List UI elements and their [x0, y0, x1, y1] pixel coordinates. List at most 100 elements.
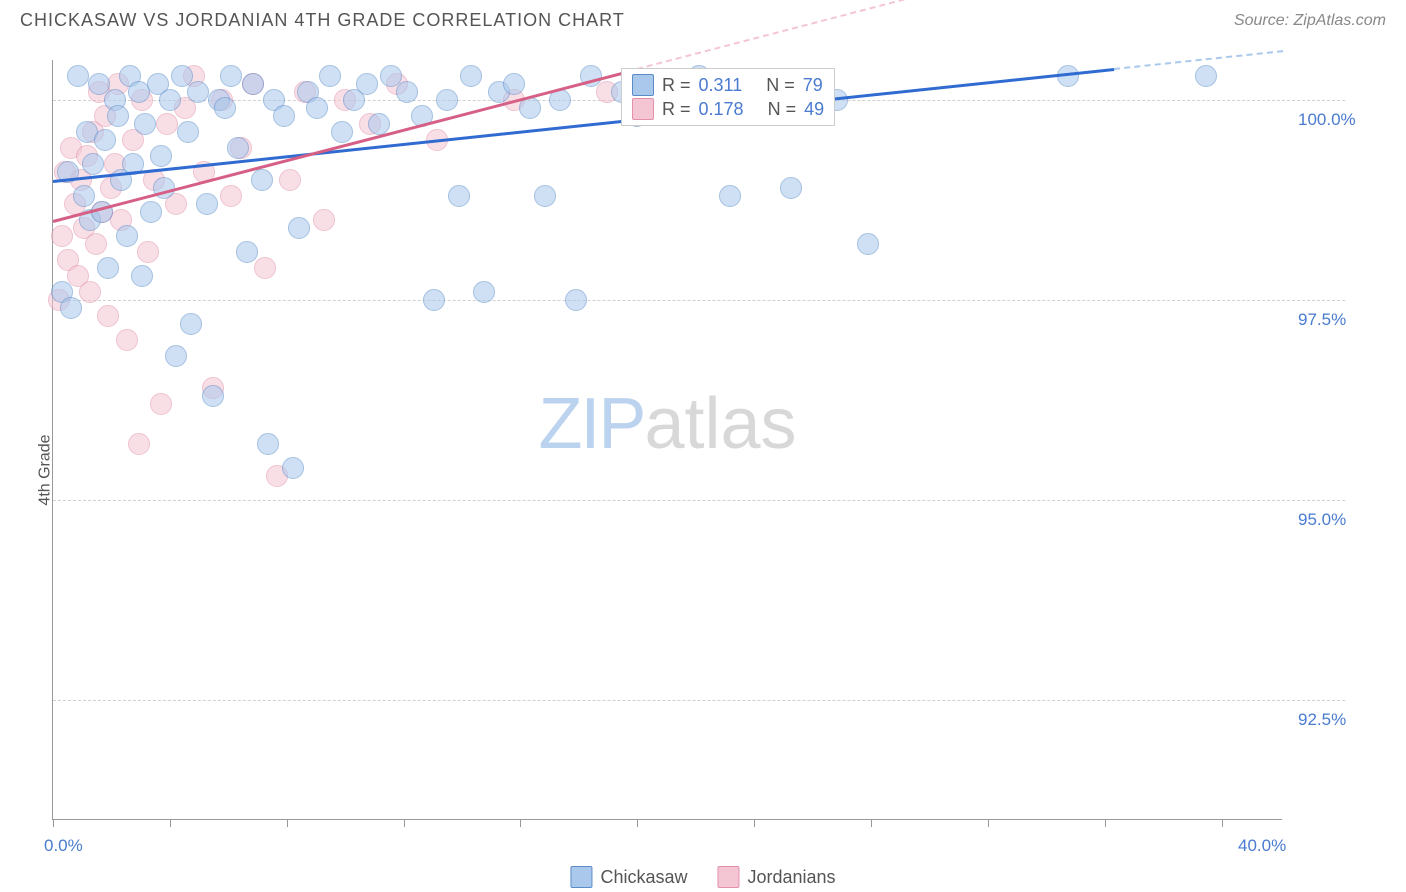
data-point — [51, 225, 73, 247]
legend-label: Jordanians — [747, 867, 835, 888]
x-tick-label: 40.0% — [1238, 836, 1286, 856]
y-tick-label: 95.0% — [1298, 510, 1346, 530]
data-point — [254, 257, 276, 279]
data-point — [128, 433, 150, 455]
x-tick — [1105, 819, 1106, 827]
data-point — [319, 65, 341, 87]
data-point — [368, 113, 390, 135]
data-point — [306, 97, 328, 119]
data-point — [159, 89, 181, 111]
data-point — [423, 289, 445, 311]
data-point — [356, 73, 378, 95]
data-point — [150, 145, 172, 167]
legend-item: Chickasaw — [570, 866, 687, 888]
data-point — [137, 241, 159, 263]
data-point — [279, 169, 301, 191]
data-point — [220, 65, 242, 87]
x-tick — [637, 819, 638, 827]
x-tick — [754, 819, 755, 827]
y-tick-label: 100.0% — [1298, 110, 1356, 130]
x-tick — [1222, 819, 1223, 827]
data-point — [165, 345, 187, 367]
data-point — [313, 209, 335, 231]
data-point — [107, 105, 129, 127]
data-point — [196, 193, 218, 215]
plot-area: ZIPatlas R =0.311N =79R =0.178N =49 — [52, 60, 1282, 820]
data-point — [220, 185, 242, 207]
r-label: R = — [662, 99, 691, 120]
data-point — [116, 225, 138, 247]
data-point — [473, 281, 495, 303]
series-swatch — [632, 98, 654, 120]
x-tick — [287, 819, 288, 827]
data-point — [82, 153, 104, 175]
n-label: N = — [766, 75, 795, 96]
watermark-zip: ZIP — [538, 384, 644, 464]
legend-item: Jordanians — [717, 866, 835, 888]
data-point — [116, 329, 138, 351]
chart-header: CHICKASAW VS JORDANIAN 4TH GRADE CORRELA… — [0, 0, 1406, 37]
n-value: 49 — [804, 99, 824, 120]
stats-row: R =0.311N =79 — [632, 73, 824, 97]
correlation-stats-box: R =0.311N =79R =0.178N =49 — [621, 68, 835, 126]
legend-swatch — [717, 866, 739, 888]
data-point — [857, 233, 879, 255]
source-attribution: Source: ZipAtlas.com — [1234, 12, 1386, 30]
gridline — [53, 700, 1345, 701]
data-point — [780, 177, 802, 199]
data-point — [1195, 65, 1217, 87]
data-point — [236, 241, 258, 263]
data-point — [214, 97, 236, 119]
data-point — [227, 137, 249, 159]
x-tick — [404, 819, 405, 827]
data-point — [503, 73, 525, 95]
data-point — [331, 121, 353, 143]
data-point — [79, 281, 101, 303]
gridline — [53, 500, 1345, 501]
data-point — [202, 385, 224, 407]
gridline — [53, 300, 1345, 301]
x-tick — [53, 819, 54, 827]
data-point — [288, 217, 310, 239]
watermark: ZIPatlas — [538, 383, 796, 465]
data-point — [282, 457, 304, 479]
data-point — [97, 257, 119, 279]
data-point — [448, 185, 470, 207]
x-tick — [988, 819, 989, 827]
x-tick — [871, 819, 872, 827]
x-tick — [520, 819, 521, 827]
data-point — [67, 65, 89, 87]
data-point — [131, 265, 153, 287]
series-swatch — [632, 74, 654, 96]
legend-label: Chickasaw — [600, 867, 687, 888]
x-tick-label: 0.0% — [44, 836, 83, 856]
data-point — [97, 305, 119, 327]
x-tick — [170, 819, 171, 827]
data-point — [150, 393, 172, 415]
data-point — [156, 113, 178, 135]
data-point — [436, 89, 458, 111]
data-point — [73, 185, 95, 207]
data-point — [60, 297, 82, 319]
data-point — [396, 81, 418, 103]
stats-row: R =0.178N =49 — [632, 97, 824, 121]
data-point — [273, 105, 295, 127]
r-value: 0.178 — [699, 99, 744, 120]
chart-title: CHICKASAW VS JORDANIAN 4TH GRADE CORRELA… — [20, 10, 625, 31]
trend-line — [53, 68, 1114, 183]
data-point — [460, 65, 482, 87]
data-point — [719, 185, 741, 207]
watermark-atlas: atlas — [644, 384, 796, 464]
y-tick-label: 92.5% — [1298, 710, 1346, 730]
data-point — [257, 433, 279, 455]
legend-swatch — [570, 866, 592, 888]
y-tick-label: 97.5% — [1298, 310, 1346, 330]
r-value: 0.311 — [699, 75, 743, 96]
data-point — [534, 185, 556, 207]
r-label: R = — [662, 75, 691, 96]
data-point — [187, 81, 209, 103]
chart-container: 4th Grade ZIPatlas R =0.311N =79R =0.178… — [0, 48, 1406, 892]
data-point — [180, 313, 202, 335]
data-point — [565, 289, 587, 311]
data-point — [140, 201, 162, 223]
